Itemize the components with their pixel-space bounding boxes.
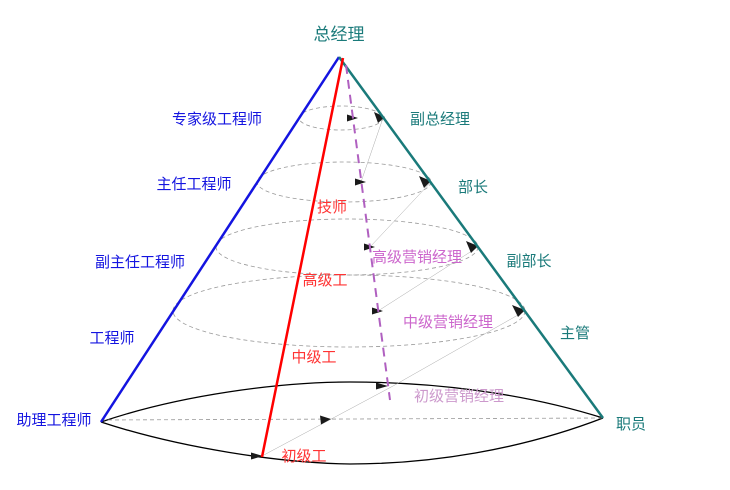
svg-text:助理工程师: 助理工程师 [16,412,91,429]
svg-text:副主任工程师: 副主任工程师 [95,254,185,271]
svg-text:部长: 部长 [458,179,488,196]
svg-text:副部长: 副部长 [506,253,551,270]
svg-text:技师: 技师 [317,199,347,216]
svg-text:初级工: 初级工 [281,448,326,465]
svg-text:专家级工程师: 专家级工程师 [172,111,262,128]
svg-text:职员: 职员 [616,416,646,433]
svg-text:主管: 主管 [560,325,590,342]
svg-text:初级营销经理: 初级营销经理 [414,388,504,405]
svg-text:中级营销经理: 中级营销经理 [403,314,493,331]
svg-text:中级工: 中级工 [291,349,336,366]
svg-text:工程师: 工程师 [89,330,134,347]
svg-text:主任工程师: 主任工程师 [156,176,231,193]
svg-text:高级营销经理: 高级营销经理 [372,249,462,266]
svg-text:副总经理: 副总经理 [410,111,470,128]
svg-text:总经理: 总经理 [314,25,365,44]
svg-text:高级工: 高级工 [302,272,347,289]
